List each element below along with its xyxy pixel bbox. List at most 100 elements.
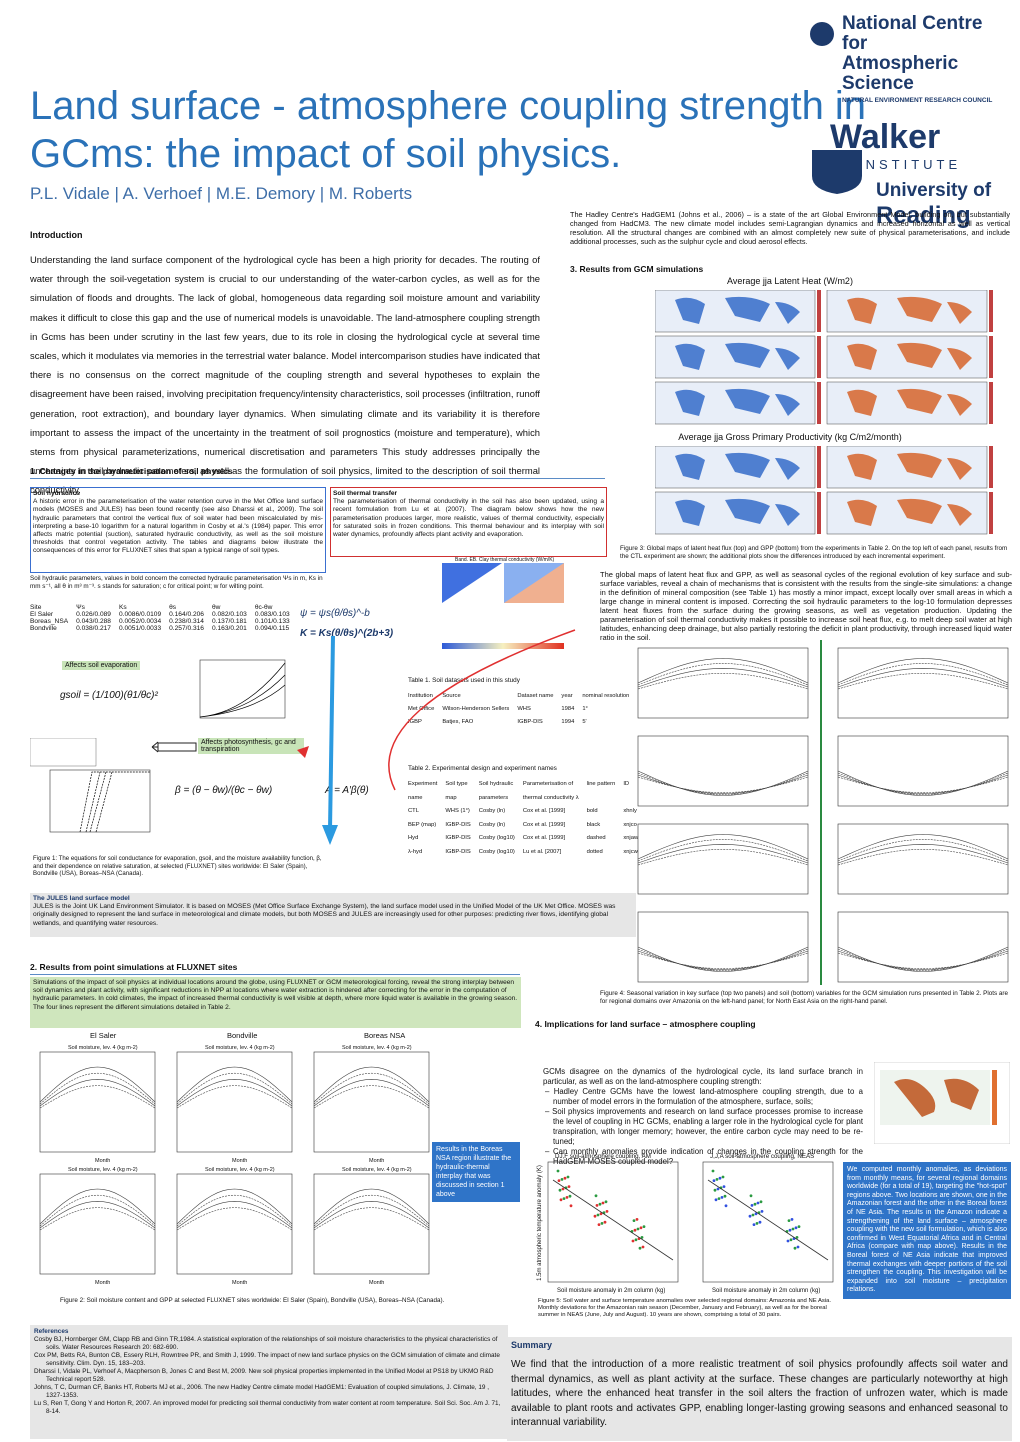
table-cell: Boreas_NSA [30, 618, 69, 625]
logo-text: University of [876, 180, 992, 201]
table-cell: name [408, 794, 423, 801]
dot [711, 1169, 715, 1173]
curve [39, 1201, 156, 1229]
table-cell: El Saler [30, 611, 54, 618]
axis-label: Soil moisture anomaly in 2m column (kg) [557, 1288, 666, 1294]
dot [794, 1226, 798, 1230]
table-cell: Cox et al. [1999] [522, 821, 566, 828]
table-cell: WHS (1°) [445, 808, 470, 814]
dot [755, 1222, 759, 1225]
curve [637, 848, 809, 866]
figure-title: Band. EB. Clay thermal conductivity (W/m… [455, 557, 555, 563]
continents [847, 296, 972, 324]
dot [640, 1236, 644, 1239]
table-cell: θc-θw [254, 604, 273, 611]
map-grid [655, 290, 993, 425]
paragraph: The parameterisation of thermal conducti… [333, 498, 604, 539]
table-caption: Table 2. Experimental design and experim… [408, 765, 557, 772]
dot [601, 1201, 605, 1205]
colorbar [817, 492, 821, 534]
curve [313, 1085, 430, 1109]
dot [788, 1228, 792, 1232]
table-row: Institution Source Dataset name year nominal… [404, 690, 633, 703]
caption: Figure 3: Global maps of latent heat flu… [620, 545, 1008, 560]
reference-list: Cosby BJ, Hornberger GM, Clapp RB and Gi… [34, 1336, 504, 1416]
table-cell: 1° [582, 706, 588, 712]
reference: Dharssi I, Vidale PL, Verhoef A, Macpher… [34, 1368, 494, 1383]
curve [313, 1207, 430, 1231]
curve [837, 658, 1009, 684]
curve [637, 774, 809, 794]
dot [714, 1198, 718, 1202]
paragraph: The global maps of latent heat flux and … [600, 570, 1012, 642]
title-line: Land surface - atmosphere coupling stren… [30, 84, 867, 128]
table-cell: Bondville [30, 625, 57, 632]
figure-title: Average jja Latent Heat (W/m2) [727, 276, 853, 286]
dot [712, 1179, 716, 1182]
table-cell: Dataset name [517, 693, 554, 699]
table-cell: nominal resolution [582, 693, 630, 699]
table-cell: CTL [408, 808, 419, 814]
heading: 2. Results from point simulations at FLU… [30, 962, 520, 975]
table-cell: 1994 [561, 719, 575, 725]
curve [39, 1194, 156, 1227]
dot [568, 1194, 572, 1198]
colorbar [989, 492, 993, 534]
dot [636, 1227, 640, 1231]
trend [707, 1179, 829, 1261]
colorbar [989, 290, 993, 332]
curve [637, 770, 809, 796]
logo-text: National Centre for [842, 13, 983, 54]
table-cell: 0.0052/0.0034 [118, 618, 162, 625]
table-cell: 0.043/0.288 [76, 618, 111, 625]
dot [717, 1197, 721, 1200]
curve [837, 672, 1009, 690]
curve [837, 844, 1009, 864]
dot [594, 1194, 598, 1198]
bullet-list: – Hadley Centre GCMs have the lowest lan… [543, 1087, 863, 1167]
table-cell: Soil hydraulic [478, 781, 514, 787]
dot [752, 1223, 756, 1226]
equation: gsoil = (1/100)(θ1/θc)² [60, 690, 158, 701]
curve [176, 1194, 293, 1227]
curve [313, 1079, 430, 1107]
equation: ψ = ψs(θ/θs)^-b [300, 608, 370, 619]
bullet: – Soil physics improvements and research… [545, 1107, 863, 1146]
logo-mark [810, 22, 834, 46]
dot [605, 1210, 609, 1213]
dot [635, 1218, 639, 1221]
dot [638, 1246, 642, 1250]
table-cell: line pattern [586, 781, 616, 787]
dot [560, 1178, 564, 1181]
site-plots [39, 1051, 430, 1275]
curve [837, 776, 1009, 794]
dot [760, 1210, 764, 1213]
curve [637, 948, 809, 971]
table-row: El Saler 0.026/0.089 0.0086/0.0109 0.164/0.… [26, 611, 294, 618]
plot-title: Soil moisture, lev. 4 (kg m-2) [342, 1167, 412, 1173]
curve [837, 948, 1009, 971]
table-cell: Soil type [445, 781, 468, 787]
table-cell [619, 792, 642, 806]
curve [176, 1072, 293, 1105]
table-cell: 0.082/0.103 [211, 611, 247, 618]
continents [847, 498, 972, 526]
connector-arrows [297, 629, 576, 845]
axis-label: Month [369, 1280, 385, 1286]
table-cell: dotted [586, 848, 603, 855]
map-grid [655, 446, 993, 535]
reference: Johns, T C, Durman CF, Banks HT, Roberts… [34, 1384, 490, 1399]
curve [837, 774, 1009, 794]
curve [313, 1072, 430, 1105]
table-cell: IGBP [408, 719, 422, 725]
curve [176, 1066, 293, 1103]
box-heading: References [34, 1328, 69, 1335]
curve [313, 1188, 430, 1225]
table-cell: λ-hyd [408, 848, 423, 855]
curve [313, 1201, 430, 1229]
table-cell: IGBP-DIS [445, 848, 471, 855]
logo-text: INSTITUTE [858, 157, 962, 172]
table-cell: Lu et al. [2007] [522, 848, 562, 855]
curve [176, 1085, 293, 1109]
section4-text: GCMs disagree on the dynamics of the hyd… [543, 1067, 863, 1167]
